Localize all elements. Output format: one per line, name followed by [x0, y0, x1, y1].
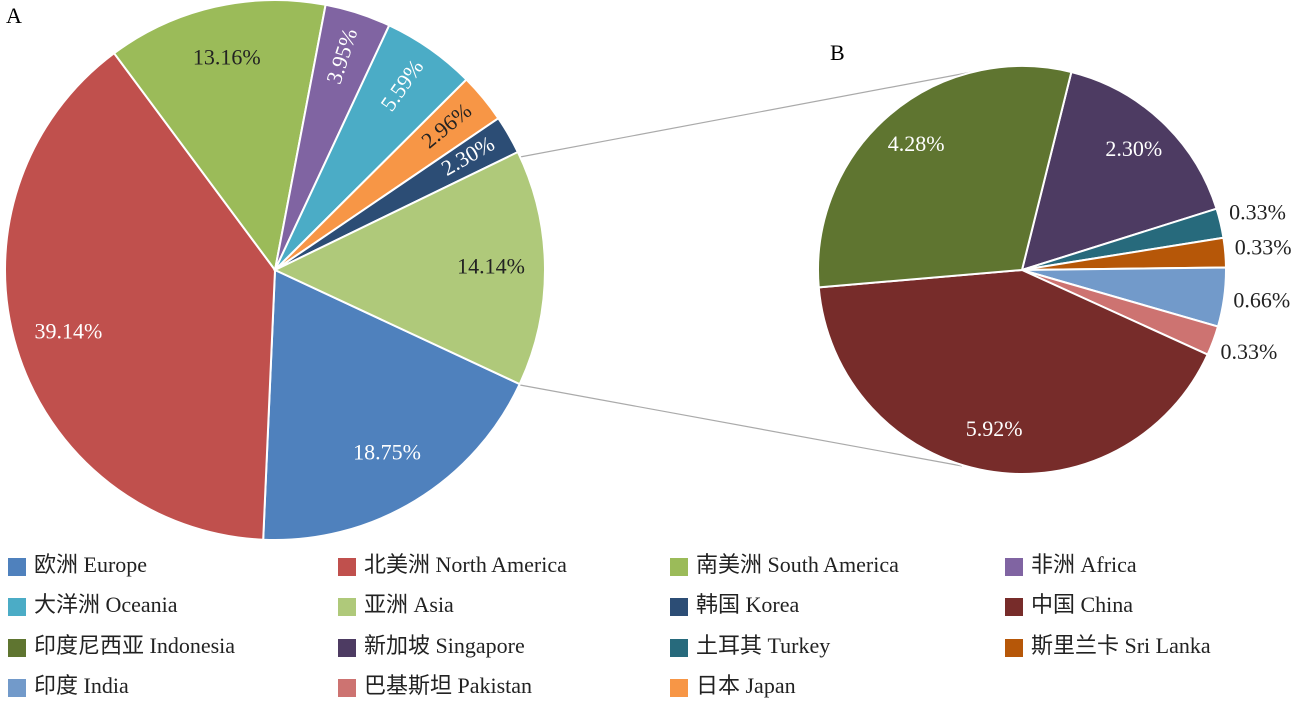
data-label: 2.30% — [1105, 136, 1162, 161]
legend-label: 印度尼西亚 Indonesia — [34, 633, 235, 658]
legend-label: 韩国 Korea — [696, 592, 799, 617]
legend-label: 中国 China — [1031, 592, 1133, 617]
legend-swatch — [338, 679, 356, 697]
data-label: 0.66% — [1233, 287, 1290, 312]
legend-swatch — [338, 558, 356, 576]
legend-label: 土耳其 Turkey — [696, 633, 830, 658]
legend-swatch — [338, 598, 356, 616]
legend-swatch — [670, 679, 688, 697]
data-label: 14.14% — [457, 253, 525, 278]
legend-swatch — [670, 558, 688, 576]
legend-swatch — [1005, 639, 1023, 657]
pie-slice — [1020, 70, 1218, 272]
legend-label: 巴基斯坦 Pakistan — [364, 673, 532, 698]
data-label: 5.92% — [966, 416, 1023, 441]
data-label: 0.33% — [1235, 234, 1292, 259]
data-label: 18.75% — [353, 440, 421, 465]
legend-swatch — [670, 639, 688, 657]
connector-line — [519, 384, 963, 467]
legend-label: 斯里兰卡 Sri Lanka — [1031, 633, 1211, 658]
data-label: 0.33% — [1221, 339, 1278, 364]
legend-swatch — [8, 558, 26, 576]
legend-swatch — [670, 598, 688, 616]
pie-slice — [272, 150, 546, 386]
legend-label: 亚洲 Asia — [364, 592, 454, 617]
legend-swatch — [8, 679, 26, 697]
chart-title: B — [830, 40, 845, 65]
legend-swatch — [8, 639, 26, 657]
pie-slice — [112, 0, 327, 273]
legend-swatch — [338, 639, 356, 657]
pie-slice — [4, 51, 277, 541]
pie-slice — [817, 65, 1073, 289]
data-label: 39.14% — [35, 318, 103, 343]
legend-label: 大洋洲 Oceania — [34, 592, 178, 617]
legend-swatch — [1005, 558, 1023, 576]
legend-label: 日本 Japan — [696, 673, 796, 698]
chart-title: A — [6, 3, 22, 28]
data-label: 4.28% — [888, 131, 945, 156]
pie-slice — [817, 268, 1209, 475]
connector-line — [519, 71, 973, 158]
legend-label: 新加坡 Singapore — [364, 633, 525, 658]
data-label: 13.16% — [193, 44, 261, 69]
legend-label: 欧洲 Europe — [34, 552, 147, 577]
legend-label: 非洲 Africa — [1031, 552, 1137, 577]
legend-swatch — [8, 598, 26, 616]
legend-label: 印度 India — [34, 673, 129, 698]
legend-swatch — [1005, 598, 1023, 616]
pie-slice — [262, 268, 522, 541]
legend-label: 南美洲 South America — [696, 552, 899, 577]
legend-label: 北美洲 North America — [364, 552, 567, 577]
data-label: 0.33% — [1229, 199, 1286, 224]
